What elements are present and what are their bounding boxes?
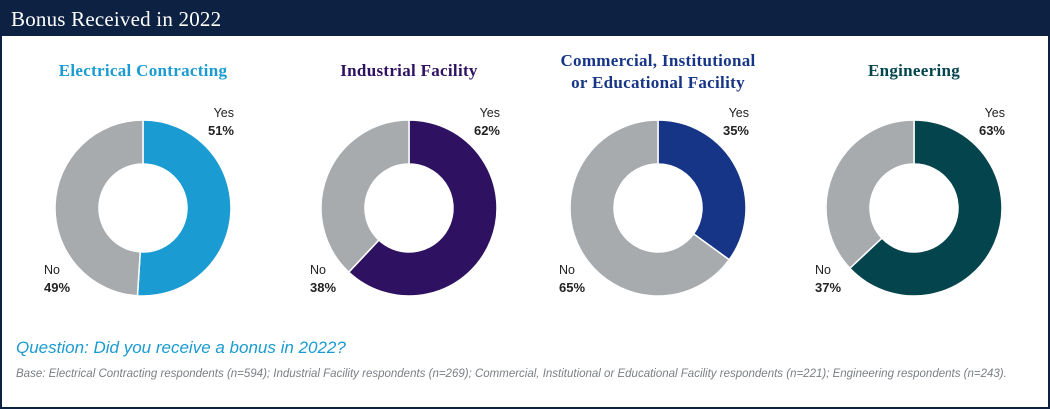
chart-title: Commercial, Institutional or Educational …	[560, 51, 756, 92]
chart-title: Electrical Contracting	[58, 61, 228, 80]
header-bar: Bonus Received in 2022	[2, 2, 1048, 36]
category-label: No	[44, 263, 60, 277]
donut-panel-industrial-facility: Industrial Facility Yes 62% No 38%	[280, 38, 538, 308]
value-label: 49%	[44, 280, 71, 295]
value-label: 35%	[722, 123, 749, 138]
category-label: Yes	[984, 106, 1005, 120]
donut-slice-no	[54, 119, 144, 297]
label-yes: Yes 62%	[440, 105, 500, 139]
donut-chart	[54, 119, 232, 297]
label-no: No 38%	[310, 262, 370, 296]
donut-chart	[825, 119, 1003, 297]
chart-title: Industrial Facility	[340, 61, 478, 80]
category-label: No	[310, 263, 326, 277]
question-text: Question: Did you receive a bonus in 202…	[16, 338, 346, 357]
value-label: 38%	[310, 280, 337, 295]
donut-slice-yes	[657, 119, 747, 261]
donut-chart	[320, 119, 498, 297]
value-label: 37%	[815, 280, 842, 295]
donut-panel-electrical-contracting: Electrical Contracting Yes 51% No 49%	[14, 38, 272, 308]
donut-panel-engineering: Engineering Yes 63% No 37%	[785, 38, 1043, 308]
category-label: No	[559, 263, 575, 277]
base-note: Base: Electrical Contracting respondents…	[16, 368, 1007, 380]
donut-slice-yes	[347, 119, 498, 297]
donut-slice-no	[320, 119, 410, 274]
donut-slice-no	[825, 119, 915, 270]
value-label: 62%	[473, 123, 500, 138]
label-no: No 37%	[815, 262, 875, 296]
label-yes: Yes 51%	[174, 105, 234, 139]
category-label: Yes	[479, 106, 500, 120]
label-yes: Yes 35%	[689, 105, 749, 139]
chart-title: Engineering	[867, 61, 961, 80]
donut-chart	[569, 119, 747, 297]
donut-slice-yes	[136, 119, 232, 297]
donut-panel-commercial-institutional-educational: Commercial, Institutional or Educational …	[529, 38, 787, 308]
label-no: No 49%	[44, 262, 104, 296]
value-label: 65%	[559, 280, 586, 295]
donut-slice-no	[569, 119, 731, 297]
label-yes: Yes 63%	[945, 105, 1005, 139]
category-label: Yes	[213, 106, 234, 120]
header-title: Bonus Received in 2022	[11, 7, 222, 31]
category-label: No	[815, 263, 831, 277]
value-label: 63%	[978, 123, 1005, 138]
category-label: Yes	[728, 106, 749, 120]
label-no: No 65%	[559, 262, 619, 296]
value-label: 51%	[207, 123, 234, 138]
donut-slice-yes	[848, 119, 1003, 297]
